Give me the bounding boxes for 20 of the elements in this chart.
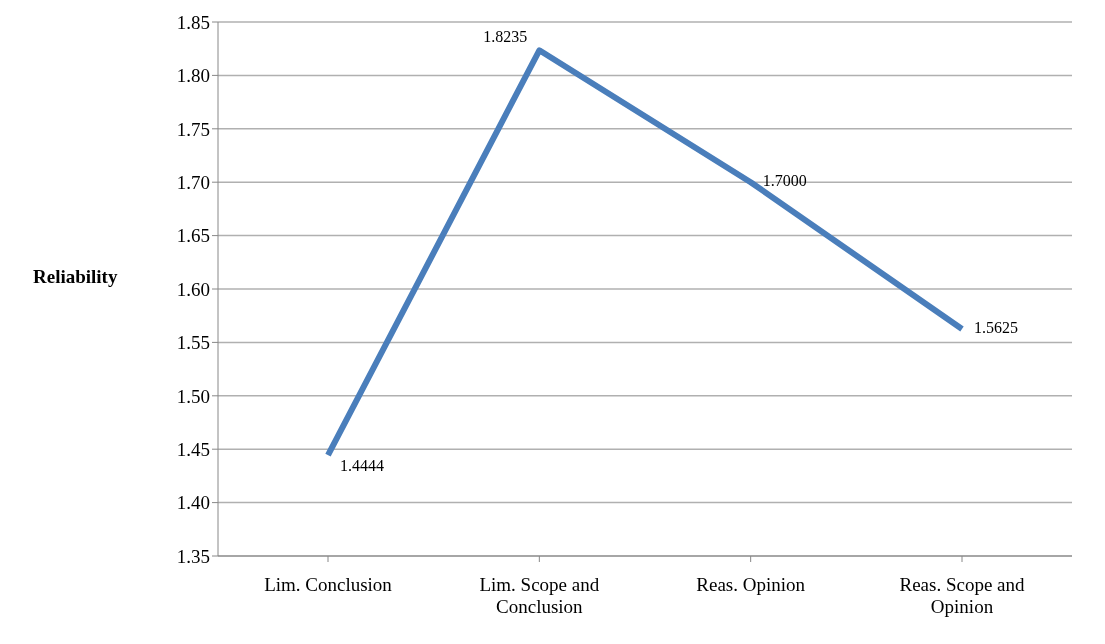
data-label: 1.7000 (762, 171, 807, 189)
y-tick-label: 1.80 (176, 65, 210, 87)
x-tick-label: Reas. Scope and Opinion (899, 574, 1026, 617)
y-tick-label: 1.40 (176, 492, 210, 514)
y-tick-label: 1.55 (176, 332, 210, 354)
data-label: 1.8235 (483, 27, 528, 45)
data-label: 1.4444 (340, 456, 384, 474)
y-tick-label: 1.35 (176, 545, 210, 567)
y-tick-label: 1.50 (176, 385, 210, 407)
x-tick-label: Reas. Opinion (696, 574, 806, 596)
y-axis-title: Reliability (33, 266, 118, 288)
x-tick-label: Lim. Scope and Conclusion (479, 574, 600, 617)
y-tick-label: 1.45 (176, 438, 210, 460)
data-label: 1.5625 (974, 318, 1018, 336)
y-tick-label: 1.85 (176, 11, 210, 33)
y-tick-label: 1.70 (176, 171, 210, 193)
y-tick-label: 1.60 (176, 278, 210, 300)
x-tick-label: Lim. Conclusion (264, 574, 393, 596)
y-tick-label: 1.75 (176, 118, 210, 140)
y-tick-label: 1.65 (176, 225, 210, 247)
